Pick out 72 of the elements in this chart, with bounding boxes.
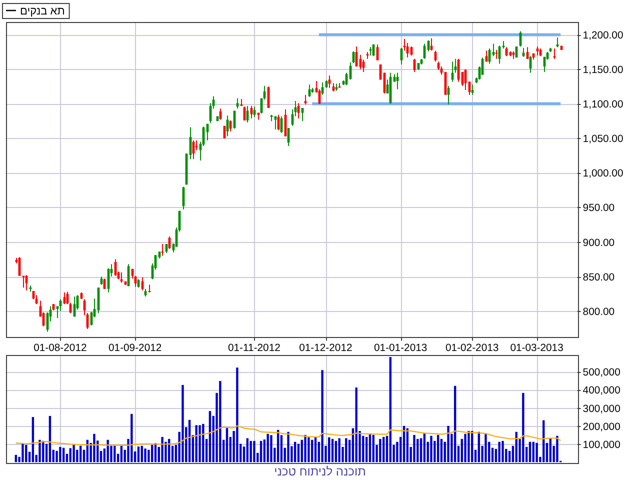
bar [72, 444, 75, 462]
bar [430, 436, 432, 462]
bar [436, 434, 440, 462]
bar [556, 436, 558, 462]
bar [379, 438, 382, 462]
bar [372, 434, 374, 462]
bar [304, 434, 306, 462]
bar [287, 432, 290, 462]
bar [270, 435, 272, 462]
bar [464, 434, 466, 462]
y-tick-label: 400,000 [582, 386, 621, 397]
bar [522, 392, 524, 462]
bar [144, 448, 146, 462]
bar [266, 434, 269, 462]
y-tick-label: 500,000 [582, 368, 621, 378]
x-tick-label: 01-09-2012 [108, 342, 162, 354]
bar [345, 438, 348, 462]
bar [198, 425, 201, 462]
bar [161, 436, 164, 462]
bar [498, 442, 500, 462]
bar [484, 433, 487, 462]
bar [338, 438, 340, 462]
bar [22, 443, 24, 462]
y-tick-label: 100,000 [582, 440, 621, 451]
bar [389, 357, 392, 462]
bar [219, 380, 222, 462]
x-tick-label: 01-01-2013 [374, 342, 428, 354]
bar [93, 434, 96, 462]
bar [130, 414, 133, 462]
y-tick-label: 1,100.00 [582, 100, 624, 111]
bar [253, 440, 256, 462]
y-tick-label: 1,050.00 [582, 134, 624, 146]
bar [202, 424, 204, 462]
bar [59, 446, 62, 462]
x-tick-label: 01-08-2012 [34, 342, 87, 354]
candlestick [328, 74, 331, 88]
y-tick-label: 1,150.00 [582, 65, 624, 76]
candlestick [195, 140, 198, 151]
y-tick-label: 950.00 [582, 203, 615, 214]
bar [250, 440, 252, 462]
y-tick-label: 850.00 [582, 272, 615, 284]
bar [536, 442, 538, 462]
bar [69, 448, 72, 462]
bar [321, 370, 324, 462]
x-tick-label: 01-02-2013 [446, 342, 499, 354]
bar [468, 430, 470, 462]
bar [413, 434, 416, 462]
bar [182, 384, 184, 462]
x-tick-label: 01-11-2012 [228, 342, 281, 354]
bar [236, 368, 238, 462]
line-series [15, 425, 562, 446]
y-tick-label: 300,000 [582, 404, 621, 415]
x-tick-label: 01-12-2012 [299, 342, 352, 354]
bar [38, 440, 41, 462]
y-tick-label: 1,000.00 [582, 168, 624, 180]
text: תוכנה לניתוח טכני [274, 464, 366, 478]
y-tick-label: 200,000 [582, 422, 621, 433]
bar [308, 437, 310, 462]
bar [42, 440, 44, 462]
text: תא בנקים [20, 6, 65, 18]
bar [106, 440, 109, 462]
y-tick-label: 1,200.00 [582, 30, 624, 42]
y-tick-label: 900.00 [582, 238, 615, 249]
y-tick-label: 800.00 [582, 306, 615, 318]
bar [56, 450, 58, 462]
bar [365, 436, 368, 462]
candlestick [553, 48, 556, 60]
bar [502, 440, 504, 462]
bar [447, 426, 450, 462]
bar [246, 438, 249, 462]
x-tick-label: 01-03-2013 [510, 342, 564, 354]
bar [382, 436, 385, 462]
